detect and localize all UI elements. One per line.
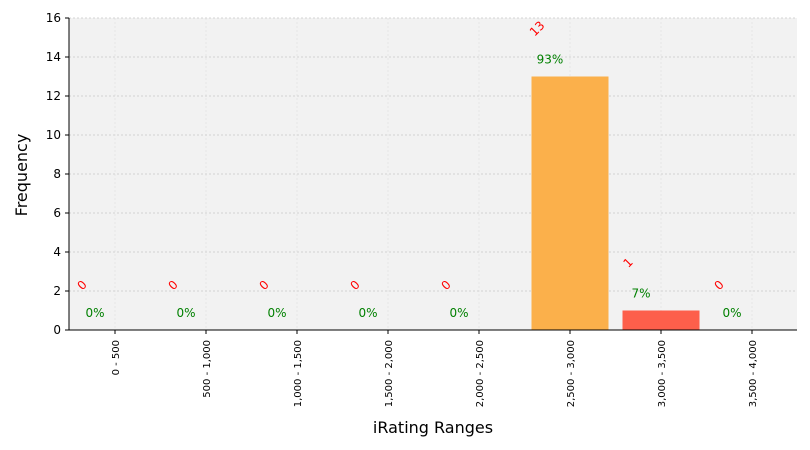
bars: [531, 76, 700, 330]
percent-label: 93%: [537, 53, 564, 67]
y-axis-title: Frequency: [12, 134, 31, 217]
y-tick-label: 0: [53, 323, 61, 337]
grid-lines: [69, 17, 797, 331]
x-tick-label: 3,000 - 3,500: [657, 340, 668, 407]
x-tick-label: 2,000 - 2,500: [475, 340, 486, 407]
y-tick-label: 4: [53, 245, 61, 259]
percent-label: 0%: [267, 306, 286, 320]
y-tick-label: 16: [46, 11, 61, 25]
percent-label: 7%: [631, 287, 650, 301]
bar: [622, 310, 700, 330]
x-tick-label: 1,000 - 1,500: [293, 340, 304, 407]
x-tick-label: 500 - 1,000: [202, 340, 213, 398]
y-tick-label: 14: [46, 50, 61, 64]
percent-label: 0%: [176, 306, 195, 320]
y-tick-label: 12: [46, 89, 61, 103]
percent-label: 0%: [722, 306, 741, 320]
bar: [531, 76, 609, 330]
x-tick-label: 3,500 - 4,000: [748, 340, 759, 407]
percent-label: 0%: [358, 306, 377, 320]
percent-label: 0%: [449, 306, 468, 320]
percent-label: 0%: [85, 306, 104, 320]
y-tick-label: 8: [53, 167, 61, 181]
y-tick-label: 2: [53, 284, 61, 298]
y-tick-label: 10: [46, 128, 61, 142]
x-tick-label: 1,500 - 2,000: [384, 340, 395, 407]
x-tick-label: 2,500 - 3,000: [566, 340, 577, 407]
x-tick-label: 0 - 500: [111, 340, 122, 375]
y-tick-label: 6: [53, 206, 61, 220]
axes: 0 2 4 6 8 10 12 14 16 0 - 500 500 - 1,000 1,000 - 1…: [46, 11, 797, 407]
x-axis-title: iRating Ranges: [373, 418, 493, 437]
